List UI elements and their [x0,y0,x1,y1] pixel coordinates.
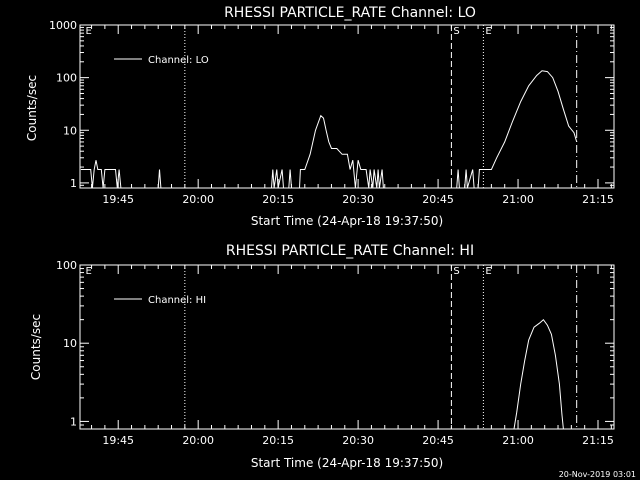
series-line [80,70,578,189]
legend-label: Channel: LO [148,55,209,66]
x-tick-label: 19:45 [102,434,134,447]
x-tick-label: 19:45 [102,193,134,206]
y-tick-label: 10 [63,337,77,350]
x-tick-label: 21:15 [582,193,614,206]
y-tick-label: 100 [56,259,77,272]
y-tick-label: 1000 [49,19,77,32]
y-tick-label: 100 [56,72,77,85]
x-tick-label: 21:00 [502,434,534,447]
series-line [513,318,564,430]
x-tick-label: 20:30 [342,434,374,447]
y-tick-label: 1 [70,177,77,190]
x-tick-label: 20:45 [422,193,454,206]
event-marker-label: E [485,26,491,37]
x-tick-label: 20:30 [342,193,374,206]
y-axis-label-hi: Counts/sec [29,314,43,380]
x-tick-label: 20:15 [262,434,294,447]
panel-title-hi: RHESSI PARTICLE_RATE Channel: HI [226,243,474,259]
panel-lo: RHESSI PARTICLE_RATE Channel: LO Counts/… [25,5,476,228]
event-marker-label: S [453,26,459,37]
event-marker-label: S [453,266,459,277]
event-marker-label: E [86,26,92,37]
x-tick-label: 20:45 [422,434,454,447]
panel-title-lo: RHESSI PARTICLE_RATE Channel: LO [224,5,476,21]
y-axis-label-lo: Counts/sec [25,75,39,141]
x-tick-label: 20:00 [182,193,214,206]
y-tick-label: 10 [63,124,77,137]
plot-area-hi: 1 10 100 19:45 20:00 20:15 20:30 20:45 21:00 21:1… [56,259,615,447]
y-tick-label: 1 [70,415,77,428]
x-axis-label-hi: Start Time (24-Apr-18 19:37:50) [251,456,443,470]
plot-frame-hi [79,264,615,430]
legend-label: Channel: HI [148,295,206,306]
x-tick-label: 21:15 [582,434,614,447]
x-tick-label: 21:00 [502,193,534,206]
event-marker-label: E [86,266,92,277]
panel-hi: RHESSI PARTICLE_RATE Channel: HI Counts/… [29,243,474,470]
plot-area-lo: 1 10 100 1000 19:45 20:00 20:15 20:30 20:45 21:00… [49,19,615,206]
plot-frame-lo [79,24,615,189]
event-marker-label: E [485,266,491,277]
x-axis-label-lo: Start Time (24-Apr-18 19:37:50) [251,214,443,228]
x-tick-label: 20:15 [262,193,294,206]
footer-timestamp: 20-Nov-2019 03:01 [559,470,636,479]
x-tick-label: 20:00 [182,434,214,447]
